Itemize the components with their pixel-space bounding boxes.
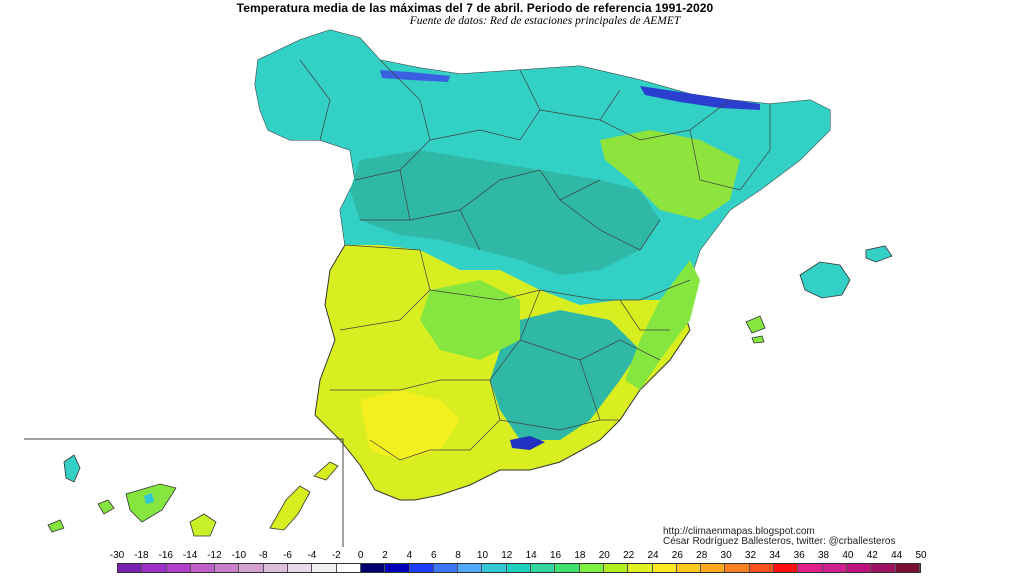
legend-swatch [774,564,799,572]
sierra-nevada [510,436,545,450]
legend-label: 44 [891,550,903,561]
legend-label: 28 [696,550,708,561]
legend-label: -12 [207,550,222,561]
legend-label: -4 [307,550,317,561]
peninsula [254,29,831,501]
legend-swatch [166,564,191,572]
legend-swatch [118,564,143,572]
legend-swatch [385,564,410,572]
province-borders [299,59,771,461]
meseta-teal [350,150,660,275]
legend-label: 8 [455,550,461,561]
legend-swatch [871,564,896,572]
legend-label: 40 [842,550,854,561]
legend-swatch [725,564,750,572]
legend-swatch [288,564,313,572]
legend-swatch [190,564,216,572]
tenerife [125,483,177,523]
menorca [865,245,893,263]
cantabrian-snow [380,70,450,82]
legend-label: 36 [793,550,805,561]
credit-url: http://climaenmapas.blogspot.com [663,526,815,537]
legend-label: -10 [231,550,247,561]
legend-swatch [579,564,604,572]
legend-label: 6 [430,550,437,561]
legend-label: 4 [406,550,413,561]
legend-label: 22 [623,550,635,561]
legend-swatch [458,564,483,572]
legend-label: 24 [647,550,659,561]
legend-label: -16 [158,550,173,561]
legend-label: 14 [525,550,537,561]
legend-labels: -30 -18 -16 -14 -12 -10 -8 -6 -4 -2 0 2 4 6 8 10 12 14 16 1… [0,550,1024,562]
legend-label: -14 [182,550,198,561]
legend-label: 30 [720,550,732,561]
legend-label: 50 [915,550,927,561]
legend-swatch [360,564,386,572]
legend-label: 18 [574,550,586,561]
legend-swatch [433,564,459,572]
legend-label: 0 [357,550,364,561]
legend-swatch [652,564,677,572]
legend-swatch [482,564,507,572]
legend-swatch [701,564,726,572]
legend-swatch [895,564,920,572]
legend-swatch [628,564,653,572]
legend-swatch [749,564,775,572]
legend-label: 10 [476,550,489,561]
legend-swatch [798,564,823,572]
legend-label: 20 [598,550,610,561]
legend-swatch [603,564,629,572]
map-title: Temperatura media de las máximas del 7 d… [236,1,714,15]
legend-swatch [506,564,532,572]
legend-label: 26 [671,550,683,561]
legend-label: -6 [283,550,292,561]
map-subtitle: Fuente de datos: Red de estaciones princ… [409,15,681,27]
fuerteventura [269,485,311,531]
central-green [420,280,520,360]
inset-frame [24,438,344,547]
legend-swatch [142,564,167,572]
legend-label: 42 [866,550,878,561]
legend-label: 16 [549,550,562,561]
ibiza [745,315,766,334]
teide-summit [144,493,154,504]
guadalquivir-yellow [360,390,460,460]
legend-swatch [312,564,337,572]
legend-swatch [215,564,240,572]
legend-label: -30 [109,550,125,561]
legend-label: -18 [134,550,149,561]
credit-author: César Rodríguez Ballesteros, twitter: @c… [663,536,896,547]
legend-label: 32 [744,550,757,561]
formentera [751,335,765,344]
la-palma [63,454,81,483]
legend-label: -2 [331,550,341,561]
east-coast-green [625,260,700,390]
lanzarote [313,461,339,481]
la-gomera [97,499,115,515]
pyrenees-snow [640,86,760,110]
legend-swatch [263,564,289,572]
mallorca [799,261,851,299]
legend-swatch [846,564,872,572]
legend-swatch [531,564,556,572]
balearic-islands [745,245,893,344]
color-legend [117,563,921,573]
legend-swatch [676,564,702,572]
legend-swatch [555,564,580,572]
el-hierro [47,519,65,533]
legend-label: 12 [501,550,513,561]
legend-swatch [409,564,434,572]
legend-label: 2 [382,550,388,561]
legend-swatch [239,564,264,572]
legend-swatch [336,564,361,572]
legend-label: 38 [817,550,830,561]
legend-label: 34 [769,550,781,561]
legend-swatch [822,564,847,572]
canary-inset [24,438,344,547]
ebro-valley-green [600,130,740,220]
legend-label: -8 [258,550,268,561]
gran-canaria [189,513,217,537]
